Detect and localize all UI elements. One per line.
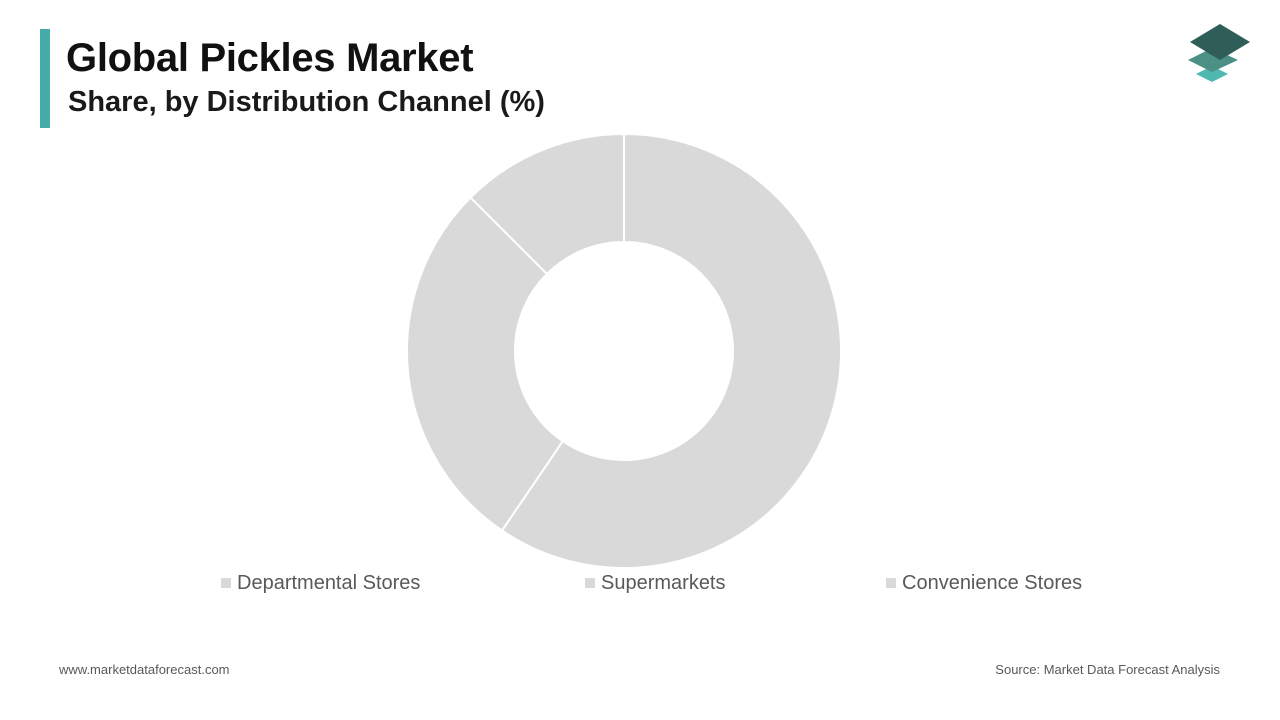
legend-label: Supermarkets [601, 571, 726, 594]
brand-logo-icon [1188, 24, 1250, 82]
chart-subtitle: Share, by Distribution Channel (%) [68, 86, 545, 118]
donut-slice-supermarkets [406, 196, 565, 532]
legend-swatch [585, 578, 595, 588]
donut-slice-departmental-stores [500, 132, 842, 569]
title-accent-bar [40, 29, 50, 128]
legend-label: Departmental Stores [237, 571, 421, 594]
legend-item-departmental-stores: Departmental Stores [221, 571, 420, 595]
donut-slice-convenience-stores [469, 132, 625, 276]
website-url: www.marketdataforecast.com [59, 662, 230, 677]
legend-swatch [221, 578, 231, 588]
legend-label: Convenience Stores [902, 571, 1083, 594]
legend-item-convenience-stores: Convenience Stores [886, 571, 1082, 595]
chart-title: Global Pickles Market [66, 36, 474, 80]
source-note: Source: Market Data Forecast Analysis [995, 662, 1220, 677]
legend-item-supermarkets: Supermarkets [585, 571, 726, 595]
legend-swatch [886, 578, 896, 588]
